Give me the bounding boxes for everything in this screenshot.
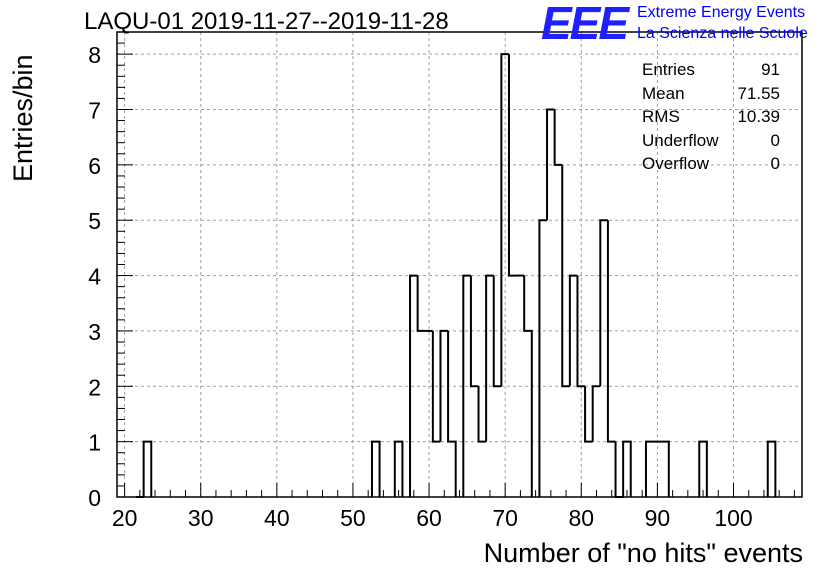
- histogram-bin: [661, 440, 670, 497]
- y-tick-label: 6: [88, 153, 101, 179]
- y-tick-label: 4: [88, 264, 101, 290]
- histogram-bin: [576, 275, 586, 388]
- histogram-bin: [553, 109, 563, 166]
- stats-box: Entries 91 Mean 71.55 RMS 10.39 Underflo…: [642, 60, 780, 178]
- histogram-bin: [431, 330, 441, 443]
- histogram-bin: [568, 274, 578, 387]
- histogram-bin: [644, 440, 654, 497]
- stats-row-overflow: Overflow 0: [642, 154, 780, 178]
- histogram-bin: [698, 440, 708, 497]
- histogram-bin: [561, 164, 570, 388]
- stats-row-underflow: Underflow 0: [642, 131, 780, 155]
- y-tick-label: 2: [88, 374, 101, 400]
- histogram-bin: [523, 275, 533, 497]
- histogram-bin: [462, 274, 471, 497]
- histogram-bin: [606, 220, 616, 443]
- histogram-bin: [370, 440, 381, 497]
- stats-row-rms: RMS 10.39: [642, 107, 780, 131]
- histogram-bin: [409, 274, 418, 497]
- histogram-bin: [546, 108, 555, 221]
- x-tick-label: 60: [416, 505, 442, 531]
- stats-label: Overflow: [642, 154, 710, 173]
- eee-logo: EEE: [541, 0, 629, 49]
- histogram-bin: [614, 441, 624, 498]
- y-tick-label: 3: [88, 319, 101, 345]
- x-tick-label: 40: [264, 505, 290, 531]
- x-tick-label: 30: [188, 505, 214, 531]
- histogram-bin: [591, 385, 601, 442]
- y-tick-label: 1: [88, 430, 101, 456]
- histogram-bin: [500, 53, 509, 387]
- histogram-bin: [507, 54, 517, 277]
- histogram-bin: [485, 274, 494, 442]
- stats-label: Entries: [642, 60, 695, 79]
- histogram-bin: [766, 440, 777, 497]
- y-axis-label: Entries/bin: [8, 54, 38, 182]
- histogram-bin: [469, 275, 479, 388]
- x-axis-label: Number of "no hits" events: [483, 538, 803, 568]
- histogram-bin: [393, 440, 404, 497]
- axes: 20 30 40 50 60 70 80 90 100 0 1 2 3 4 5 6 7 8: [88, 31, 803, 531]
- histogram-bin: [599, 219, 608, 387]
- stats-value: 71.55: [737, 83, 780, 103]
- grid-lines: [117, 32, 802, 497]
- x-tick-label: 50: [340, 505, 366, 531]
- stats-label: RMS: [642, 107, 680, 126]
- stats-row-mean: Mean 71.55: [642, 84, 780, 108]
- histogram-bin: [439, 329, 449, 442]
- stats-value: 91: [761, 60, 780, 79]
- histogram-bin: [447, 330, 457, 497]
- histogram-bin: [416, 275, 426, 332]
- y-tick-label: 7: [88, 98, 101, 124]
- x-tick-label: 20: [112, 505, 138, 531]
- histogram-bin: [142, 440, 153, 497]
- y-tick-label: 8: [88, 42, 101, 68]
- x-tick-label: 70: [492, 505, 518, 531]
- stats-value: 10.39: [737, 107, 780, 126]
- logo-line-2: La Scienza nelle Scuole: [637, 25, 808, 42]
- stats-value: 0: [770, 154, 780, 173]
- y-tick-label: 0: [88, 485, 101, 511]
- x-tick-label: 80: [568, 505, 594, 531]
- y-tick-label: 5: [88, 208, 101, 234]
- histogram-bin: [492, 275, 502, 388]
- stats-row-entries: Entries 91: [642, 60, 780, 84]
- x-tick-label: 90: [645, 505, 671, 531]
- histogram-bin: [584, 386, 593, 443]
- plot-title: LAQU-01 2019-11-27--2019-11-28: [84, 8, 449, 35]
- histogram-bin: [538, 219, 548, 497]
- x-tick-label: 100: [714, 505, 752, 531]
- logo-line-1: Extreme Energy Events: [637, 4, 806, 21]
- histogram-bin: [622, 440, 632, 497]
- stats-label: Mean: [642, 83, 685, 103]
- stats-value: 0: [770, 130, 780, 150]
- stats-label: Underflow: [642, 130, 719, 150]
- histogram-bin: [477, 386, 487, 443]
